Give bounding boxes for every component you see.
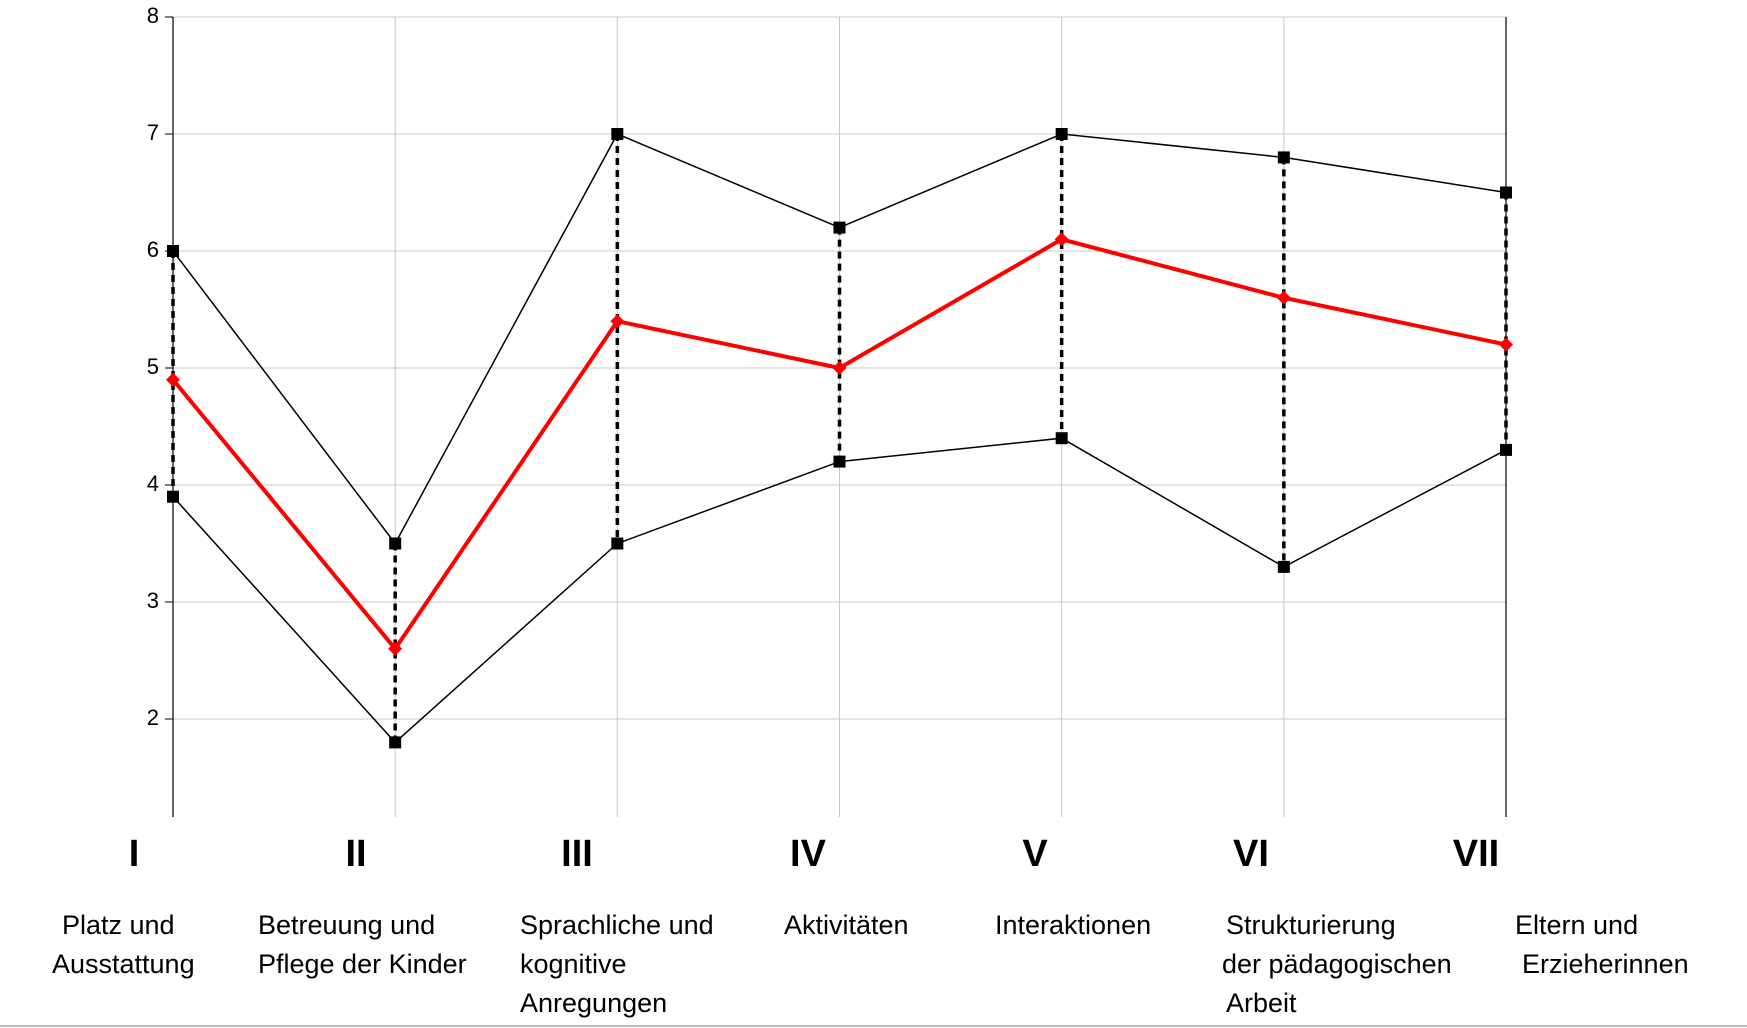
point-marker xyxy=(610,314,625,329)
point-marker xyxy=(1277,151,1290,164)
point-marker xyxy=(1500,443,1512,456)
category-label: IV xyxy=(790,833,827,875)
category-description: Betreuung und xyxy=(258,910,435,940)
point-marker xyxy=(1055,432,1068,445)
roman-label-box xyxy=(84,817,1556,884)
category-description: Interaktionen xyxy=(995,910,1151,940)
point-marker xyxy=(389,736,402,749)
category-description: Erzieherinnen xyxy=(1522,949,1689,979)
point-marker xyxy=(1055,128,1068,140)
description-box xyxy=(0,891,1747,1028)
point-marker xyxy=(832,361,847,375)
category-description: Anregungen xyxy=(520,988,667,1018)
category-label: I xyxy=(129,833,140,875)
point-marker xyxy=(1054,232,1069,247)
category-description: Strukturierung xyxy=(1226,910,1396,940)
point-marker xyxy=(389,537,402,550)
category-description: Ausstattung xyxy=(52,949,195,979)
point-marker xyxy=(833,221,846,234)
category-description: Eltern und xyxy=(1515,910,1638,940)
y-tick-label: 3 xyxy=(147,588,159,613)
category-label: II xyxy=(345,833,366,875)
y-tick-label: 5 xyxy=(147,354,159,379)
point-marker xyxy=(1276,290,1291,305)
category-label: VI xyxy=(1233,833,1269,875)
category-description: Platz und xyxy=(62,910,175,940)
point-marker xyxy=(611,537,624,550)
point-marker xyxy=(167,245,179,257)
y-tick-label: 6 xyxy=(147,237,159,262)
category-description: Arbeit xyxy=(1226,988,1297,1018)
category-label: V xyxy=(1022,833,1048,875)
category-description: der pädagogischen xyxy=(1222,949,1452,979)
point-marker xyxy=(1277,560,1290,573)
point-marker xyxy=(166,372,180,387)
point-marker xyxy=(833,455,846,468)
y-tick-label: 4 xyxy=(147,471,159,496)
point-marker xyxy=(388,641,403,656)
point-marker xyxy=(611,128,624,140)
category-label: VII xyxy=(1453,833,1499,875)
category-label: III xyxy=(561,833,593,875)
point-marker xyxy=(1499,337,1513,352)
y-tick-label: 7 xyxy=(147,120,159,145)
y-tick-label: 2 xyxy=(147,705,159,730)
y-tick-label: 8 xyxy=(147,3,159,28)
point-marker xyxy=(167,490,179,503)
category-description: Sprachliche und xyxy=(520,910,714,940)
category-description: Aktivitäten xyxy=(784,910,909,940)
category-description: Pflege der Kinder xyxy=(258,949,467,979)
category-description: kognitive xyxy=(520,949,627,979)
point-marker xyxy=(1500,186,1512,199)
